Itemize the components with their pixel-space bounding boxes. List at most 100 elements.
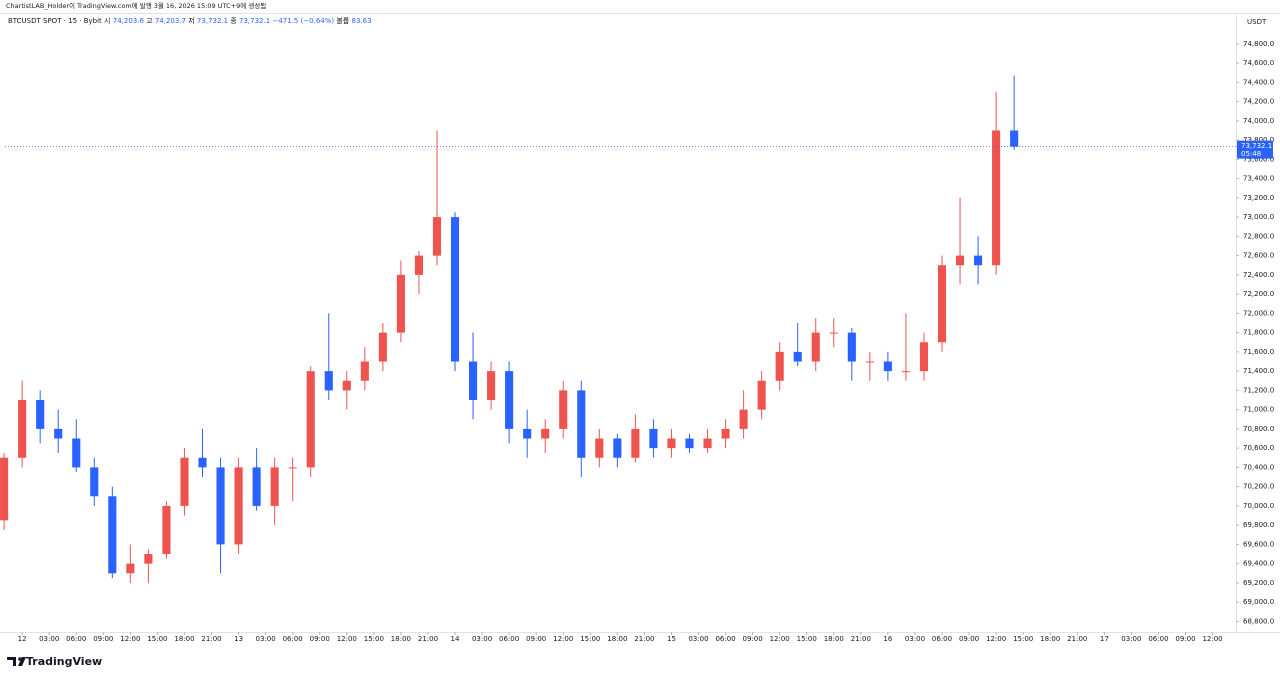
x-tick-label: 15:00	[147, 635, 167, 643]
candle-body	[685, 438, 694, 449]
x-tick-label: 15:00	[1013, 635, 1033, 643]
candle-body	[793, 351, 802, 362]
x-tick-label: 18:00	[824, 635, 844, 643]
ohlc-value: 73,732.1	[197, 17, 228, 25]
ohlc-label: 저	[188, 16, 194, 25]
y-tick-label: 73,600.0	[1243, 155, 1274, 163]
y-tick-label: 74,600.0	[1243, 59, 1274, 67]
candle-body	[865, 361, 874, 363]
y-tick-label: 69,600.0	[1243, 540, 1274, 548]
candle-body	[631, 428, 640, 458]
x-tick-label: 17	[1100, 635, 1109, 643]
y-tick-label: 70,400.0	[1243, 463, 1274, 471]
x-tick-label: 18:00	[174, 635, 194, 643]
y-tick-label: 70,600.0	[1243, 444, 1274, 452]
y-tick-label: 73,800.0	[1243, 136, 1274, 144]
ohlc-label: 시	[104, 17, 110, 25]
x-tick-label: 18:00	[1040, 635, 1060, 643]
candle-body	[342, 380, 351, 391]
symbol-readout: BTCUSDT SPOT · 15 · Bybit 시 74,203.6 고 7…	[8, 16, 372, 25]
y-tick-label: 74,000.0	[1243, 117, 1274, 125]
x-tick-label: 21:00	[201, 635, 221, 643]
x-tick-label: 12:00	[986, 635, 1006, 643]
y-tick-label: 70,200.0	[1243, 483, 1274, 491]
y-tick-label: 70,800.0	[1243, 425, 1274, 433]
y-tick-label: 69,000.0	[1243, 598, 1274, 606]
x-tick-label: 03:00	[688, 635, 708, 643]
candle-body	[396, 274, 405, 333]
candle-body	[649, 428, 658, 449]
candle-body	[937, 265, 947, 343]
y-tick-label: 73,000.0	[1243, 213, 1274, 221]
x-tick-label: 06:00	[932, 635, 952, 643]
x-tick-label: 03:00	[39, 635, 59, 643]
candle-body	[216, 467, 225, 545]
x-tick-label: 06:00	[499, 635, 519, 643]
x-tick-label: 12	[18, 635, 27, 643]
x-tick-label: 09:00	[93, 635, 113, 643]
ohlc-label: 고	[146, 17, 153, 25]
x-tick-label: 12:00	[120, 635, 140, 643]
candle-body	[126, 563, 135, 574]
x-tick-label: 03:00	[472, 635, 492, 643]
candle-body	[252, 467, 261, 506]
brand-logo	[7, 657, 26, 666]
x-tick-label: 12:00	[770, 635, 790, 643]
candle-body	[108, 496, 117, 574]
candle-body	[414, 255, 423, 275]
candle-body	[432, 217, 442, 256]
candle-body	[955, 255, 965, 266]
y-tick-label: 71,600.0	[1243, 348, 1274, 356]
y-tick-label: 69,800.0	[1243, 521, 1274, 529]
y-tick-label: 71,800.0	[1243, 329, 1274, 337]
x-tick-label: 06:00	[715, 635, 735, 643]
x-tick-label: 12:00	[1202, 635, 1222, 643]
x-tick-label: 09:00	[743, 635, 763, 643]
y-tick-label: 68,800.0	[1243, 617, 1274, 625]
candle-body	[739, 409, 748, 429]
y-tick-label: 69,400.0	[1243, 560, 1274, 568]
candle-body	[1010, 130, 1019, 147]
last-price-label: 73,732.1	[1241, 142, 1272, 150]
x-tick-label: 14	[451, 635, 460, 643]
candle-body	[0, 457, 9, 521]
candle-body	[468, 361, 478, 401]
candle-body	[829, 332, 838, 334]
x-tick-label: 16	[883, 635, 892, 643]
candle-body	[559, 390, 568, 429]
y-tick-label: 72,200.0	[1243, 290, 1274, 298]
candle-body	[523, 428, 532, 439]
x-tick-label: 15:00	[364, 635, 384, 643]
x-tick-label: 09:00	[1175, 635, 1195, 643]
publisher-note: ChartistLAB_Holder이 TradingView.com에 발행 …	[6, 1, 266, 10]
x-tick-label: 03:00	[1121, 635, 1141, 643]
x-tick-label: 06:00	[66, 635, 86, 643]
candle-body	[613, 438, 622, 458]
y-unit: USDT	[1247, 18, 1267, 26]
y-tick-label: 73,400.0	[1243, 175, 1274, 183]
x-tick-label: 03:00	[905, 635, 925, 643]
y-tick-label: 71,000.0	[1243, 406, 1274, 414]
candle-body	[775, 351, 784, 381]
candle-body	[378, 332, 387, 362]
y-tick-label: 69,200.0	[1243, 579, 1274, 587]
y-tick-label: 74,800.0	[1243, 40, 1274, 48]
y-tick-label: 71,400.0	[1243, 367, 1274, 375]
y-tick-label: 70,000.0	[1243, 502, 1274, 510]
candle-body	[703, 438, 712, 449]
candle-body	[667, 438, 676, 449]
candle-body	[18, 400, 27, 458]
x-tick-label: 21:00	[418, 635, 438, 643]
candle-body	[144, 554, 153, 564]
y-tick-label: 72,400.0	[1243, 271, 1274, 279]
candle-body	[992, 130, 1001, 266]
brand: TradingView	[26, 655, 102, 668]
candle-body	[72, 438, 81, 468]
x-tick-label: 15	[667, 635, 676, 643]
candle-body	[883, 361, 892, 372]
x-tick-label: 03:00	[256, 635, 276, 643]
volume-value: 83.63	[351, 17, 371, 25]
x-tick-label: 12:00	[337, 635, 357, 643]
